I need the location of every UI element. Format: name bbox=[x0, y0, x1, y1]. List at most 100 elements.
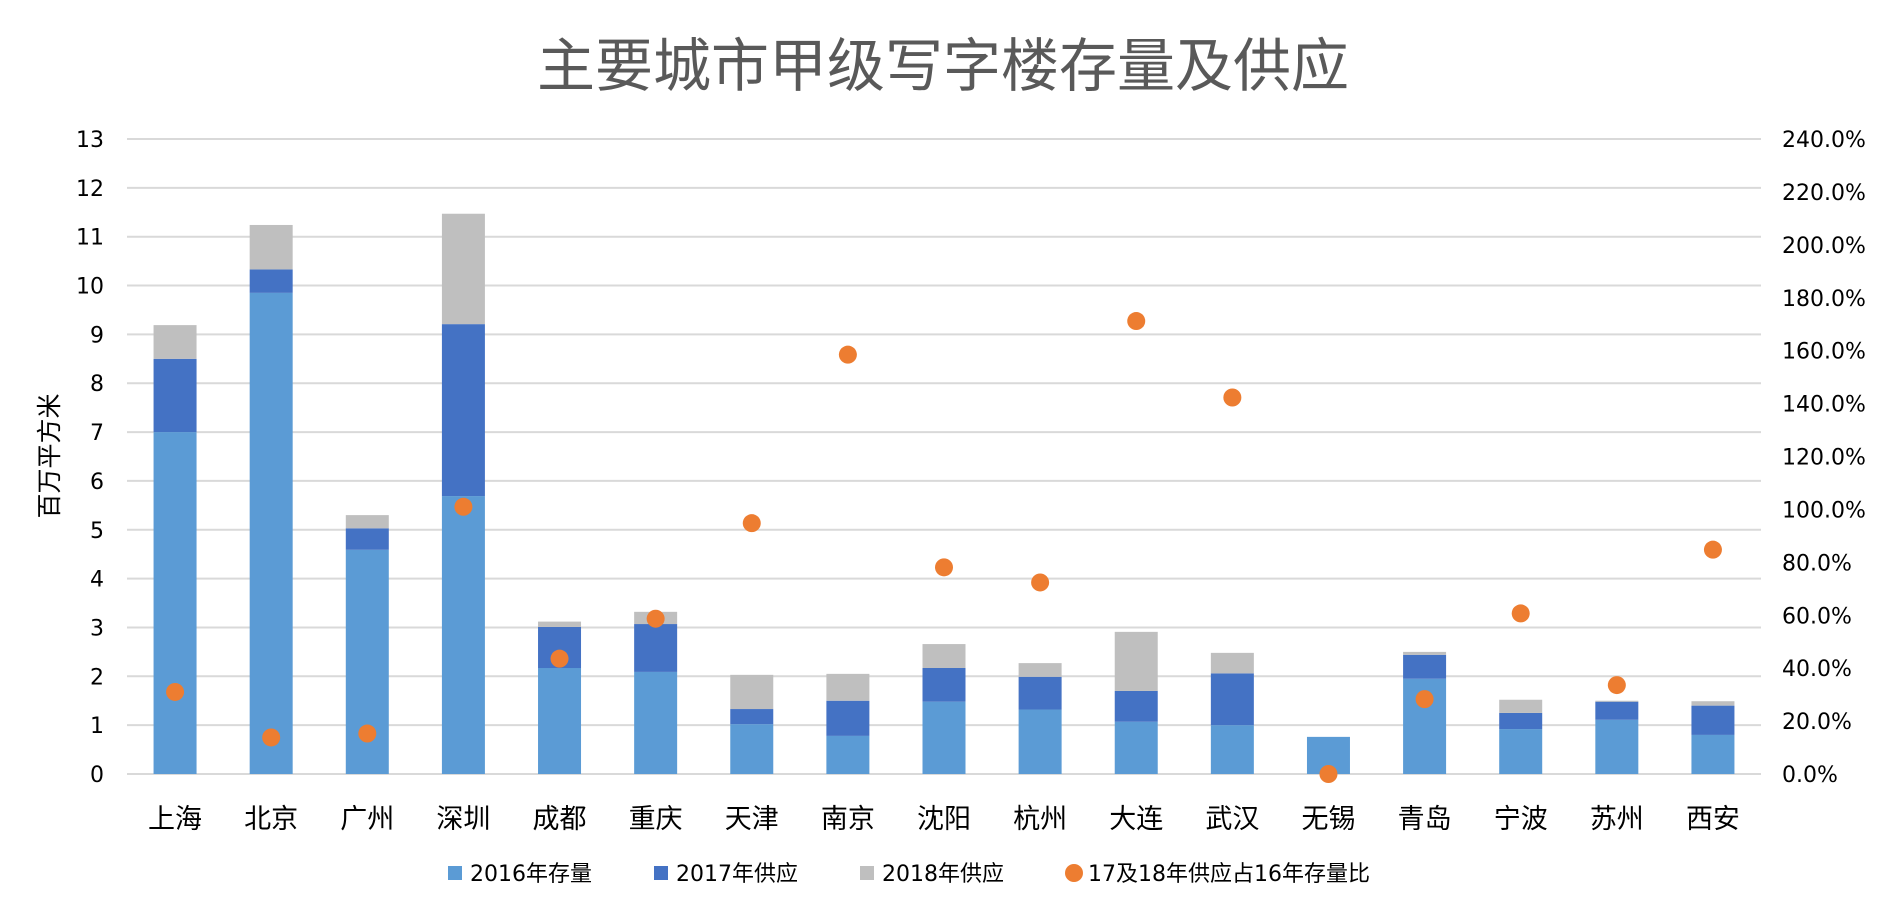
bar-segment-0 bbox=[538, 668, 582, 774]
bar-segment-1 bbox=[634, 624, 678, 672]
bar-segment-2 bbox=[538, 621, 582, 627]
y2-tick-label: 160.0% bbox=[1782, 340, 1866, 365]
category-label: 沈阳 bbox=[917, 804, 971, 835]
bar-segment-2 bbox=[730, 674, 774, 710]
category-label: 苏州 bbox=[1590, 804, 1644, 835]
ratio-point bbox=[358, 724, 377, 743]
y-tick-label: 2 bbox=[90, 665, 104, 690]
bar-segment-1 bbox=[441, 324, 485, 497]
legend-label: 2018年供应 bbox=[882, 862, 1004, 887]
bar-segment-2 bbox=[826, 673, 870, 701]
y-axis-right: 0.0% 20.0% 40.0% 60.0% 80.0% 100.0% 120.0% 140.… bbox=[1782, 128, 1866, 788]
bar-segment-1 bbox=[249, 269, 293, 293]
ratio-point bbox=[454, 497, 473, 516]
category-label: 青岛 bbox=[1398, 804, 1452, 835]
bar-segment-0 bbox=[634, 671, 678, 774]
legend-label: 17及18年供应占16年存量比 bbox=[1088, 862, 1370, 887]
y2-tick-label: 20.0% bbox=[1782, 710, 1852, 735]
bar-segment-2 bbox=[345, 515, 389, 529]
y-tick-label: 12 bbox=[76, 177, 104, 202]
legend-swatch bbox=[448, 866, 462, 880]
y2-tick-label: 200.0% bbox=[1782, 234, 1866, 259]
category-label: 重庆 bbox=[629, 804, 683, 835]
y2-tick-label: 180.0% bbox=[1782, 287, 1866, 312]
category-label: 无锡 bbox=[1301, 804, 1355, 835]
y-tick-label: 13 bbox=[76, 128, 104, 153]
bar-segment-1 bbox=[826, 700, 870, 736]
ratio-point bbox=[646, 609, 665, 628]
bar-segment-1 bbox=[1499, 712, 1543, 730]
y-tick-label: 10 bbox=[76, 275, 104, 300]
ratio-point bbox=[166, 682, 185, 701]
y2-tick-label: 120.0% bbox=[1782, 446, 1866, 471]
y2-tick-label: 40.0% bbox=[1782, 657, 1852, 682]
category-label: 上海 bbox=[148, 804, 202, 835]
bar-segment-0 bbox=[1210, 725, 1254, 774]
bar-segment-1 bbox=[730, 709, 774, 725]
bar-segment-2 bbox=[1595, 700, 1639, 702]
bar-segment-0 bbox=[730, 724, 774, 774]
x-axis-categories: 上海 北京 广州 深圳 成都 重庆 天津 南京 沈阳 杭州 大连 武汉 无锡 青岛 宁波 苏州 西安 bbox=[148, 804, 1740, 835]
ratio-point bbox=[1127, 312, 1146, 331]
bar-segment-2 bbox=[1403, 651, 1447, 655]
category-label: 广州 bbox=[340, 804, 394, 835]
bar-segment-1 bbox=[1691, 705, 1735, 735]
bar-segment-2 bbox=[1018, 663, 1062, 677]
y2-tick-label: 80.0% bbox=[1782, 551, 1852, 576]
bar-segment-2 bbox=[1499, 699, 1543, 713]
ratio-point bbox=[1319, 765, 1338, 783]
bar-segment-1 bbox=[153, 358, 197, 433]
bar-segment-1 bbox=[1403, 654, 1447, 679]
bar-segment-0 bbox=[1595, 719, 1639, 774]
y-tick-label: 9 bbox=[90, 323, 104, 348]
bar-segment-0 bbox=[249, 292, 293, 774]
y-axis-label: 百万平方米 bbox=[35, 393, 64, 518]
ratio-point bbox=[1223, 388, 1242, 407]
bar-segment-2 bbox=[1114, 631, 1158, 691]
category-label: 成都 bbox=[533, 804, 587, 835]
ratio-points bbox=[166, 312, 1722, 783]
y2-tick-label: 100.0% bbox=[1782, 498, 1866, 523]
y2-tick-label: 0.0% bbox=[1782, 763, 1838, 788]
bar-segment-1 bbox=[1114, 690, 1158, 722]
y-tick-label: 3 bbox=[90, 616, 104, 641]
chart-title: 主要城市甲级写字楼存量及供应 bbox=[537, 32, 1349, 100]
bar-segment-0 bbox=[922, 701, 966, 774]
legend-swatch bbox=[654, 866, 668, 880]
bar-segment-2 bbox=[922, 644, 966, 669]
legend-label: 2017年供应 bbox=[676, 862, 798, 887]
bar-segment-0 bbox=[441, 496, 485, 774]
y-tick-label: 4 bbox=[90, 568, 104, 593]
bar-segment-1 bbox=[1210, 673, 1254, 726]
category-label: 北京 bbox=[244, 804, 298, 835]
ratio-point bbox=[838, 345, 857, 364]
category-label: 深圳 bbox=[436, 804, 490, 835]
bar-segment-1 bbox=[1595, 701, 1639, 720]
category-label: 天津 bbox=[725, 804, 779, 835]
legend-label: 2016年存量 bbox=[470, 862, 592, 887]
ratio-point bbox=[1703, 540, 1722, 559]
category-label: 杭州 bbox=[1013, 804, 1067, 835]
y-tick-label: 6 bbox=[90, 470, 104, 495]
bar-segment-0 bbox=[826, 735, 870, 774]
bar-segment-2 bbox=[1210, 652, 1254, 674]
category-label: 宁波 bbox=[1494, 804, 1548, 835]
ratio-point bbox=[550, 649, 569, 668]
ratio-point bbox=[1031, 573, 1050, 592]
bar-segment-1 bbox=[345, 528, 389, 550]
bar-segment-0 bbox=[1691, 734, 1735, 774]
bar-segment-2 bbox=[441, 213, 485, 325]
category-label: 南京 bbox=[821, 804, 875, 835]
legend-swatch bbox=[860, 866, 874, 880]
y-tick-label: 7 bbox=[90, 421, 104, 446]
y2-tick-label: 140.0% bbox=[1782, 393, 1866, 418]
bars bbox=[153, 213, 1735, 774]
category-label: 西安 bbox=[1686, 804, 1740, 835]
gridlines bbox=[127, 138, 1761, 775]
bar-segment-2 bbox=[153, 325, 197, 359]
y2-tick-label: 60.0% bbox=[1782, 604, 1852, 629]
bar-segment-0 bbox=[1499, 729, 1543, 774]
bar-segment-0 bbox=[153, 432, 197, 774]
